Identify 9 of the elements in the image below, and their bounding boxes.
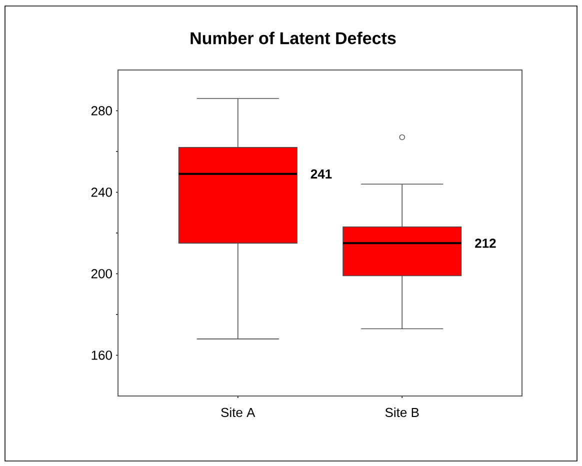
x-tick-label: Site B bbox=[385, 408, 419, 418]
annotation: 241 bbox=[310, 169, 332, 178]
annotation: 212 bbox=[475, 238, 496, 248]
chart-title: Number of Latent Defects bbox=[190, 32, 396, 44]
y-tick-label: 240 bbox=[91, 188, 112, 197]
y-tick-label: 200 bbox=[91, 269, 112, 278]
y-tick-label: 160 bbox=[92, 350, 112, 360]
y-tick-label: 280 bbox=[91, 106, 112, 116]
x-tick-label: Site A bbox=[221, 408, 256, 418]
